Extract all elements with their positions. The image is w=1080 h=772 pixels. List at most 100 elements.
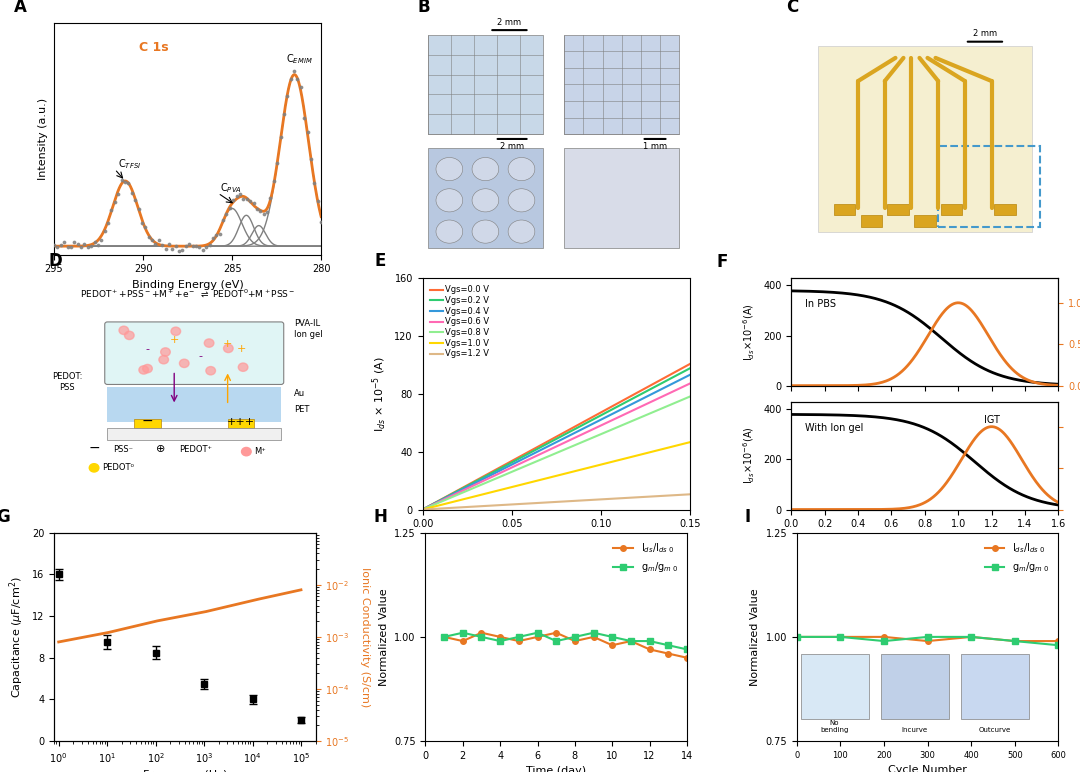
Point bbox=[150, 233, 167, 245]
Vgs=0.8 V bbox=[670, 398, 683, 407]
Vgs=1.2 V bbox=[427, 504, 440, 513]
X-axis label: V$_{ds}$ (V): V$_{ds}$ (V) bbox=[537, 535, 576, 548]
Y-axis label: I$_{ds}$×10$^{-6}$(A): I$_{ds}$×10$^{-6}$(A) bbox=[742, 427, 757, 485]
X-axis label: Cycle Number: Cycle Number bbox=[888, 765, 967, 772]
Point bbox=[96, 225, 113, 237]
Vgs=0.6 V bbox=[427, 499, 440, 509]
Text: PEDOT⁺: PEDOT⁺ bbox=[179, 445, 213, 454]
Bar bbox=[861, 215, 882, 227]
Circle shape bbox=[159, 356, 168, 364]
I$_{ds}$/I$_{ds\ 0}$ bbox=[606, 641, 619, 650]
Point bbox=[221, 202, 239, 215]
Point bbox=[238, 193, 255, 205]
Point bbox=[144, 235, 161, 247]
Point bbox=[225, 195, 242, 207]
Vgs=0.2 V bbox=[661, 376, 674, 385]
Text: +: + bbox=[170, 335, 179, 345]
g$_m$/g$_{m\ 0}$ bbox=[437, 632, 450, 642]
Point bbox=[201, 239, 218, 251]
Point bbox=[234, 192, 252, 205]
Point bbox=[255, 208, 272, 220]
I$_{ds}$/I$_{ds\ 0}$ bbox=[1052, 636, 1065, 645]
Line: Vgs=1.2 V: Vgs=1.2 V bbox=[422, 494, 690, 510]
Point bbox=[140, 230, 158, 242]
Vgs=0.8 V bbox=[487, 475, 500, 484]
Line: Vgs=0.6 V: Vgs=0.6 V bbox=[422, 384, 690, 510]
Bar bbox=[995, 204, 1015, 215]
Vgs=0.2 V bbox=[684, 364, 697, 373]
Line: Vgs=0.4 V: Vgs=0.4 V bbox=[422, 375, 690, 510]
Point bbox=[312, 215, 329, 228]
Vgs=0.8 V bbox=[465, 484, 478, 493]
Point bbox=[302, 153, 320, 165]
Point bbox=[194, 243, 212, 256]
Text: Au: Au bbox=[295, 389, 306, 398]
Vgs=1.0 V bbox=[416, 505, 429, 514]
Circle shape bbox=[224, 344, 233, 353]
I$_{ds}$/I$_{ds\ 0}$ bbox=[964, 632, 977, 642]
Text: 2 mm: 2 mm bbox=[498, 18, 522, 26]
Vgs=0.0 V bbox=[432, 496, 445, 506]
Text: PSS⁻: PSS⁻ bbox=[112, 445, 133, 454]
I$_{ds}$/I$_{ds\ 0}$ bbox=[680, 653, 693, 662]
g$_m$/g$_{m\ 0}$ bbox=[588, 628, 600, 638]
FancyBboxPatch shape bbox=[105, 322, 284, 384]
Point bbox=[180, 238, 198, 250]
Point bbox=[279, 90, 296, 103]
g$_m$/g$_{m\ 0}$ bbox=[1009, 636, 1022, 645]
g$_m$/g$_{m\ 0}$ bbox=[680, 645, 693, 654]
Point bbox=[242, 195, 259, 207]
Vgs=0.2 V bbox=[427, 499, 440, 509]
Text: +++: +++ bbox=[227, 417, 255, 427]
Point bbox=[269, 157, 286, 170]
Text: D: D bbox=[49, 252, 63, 270]
Line: I$_{ds}$/I$_{ds\ 0}$: I$_{ds}$/I$_{ds\ 0}$ bbox=[794, 634, 1062, 644]
Y-axis label: Normalized Value: Normalized Value bbox=[378, 588, 389, 686]
Line: Vgs=0.2 V: Vgs=0.2 V bbox=[422, 368, 690, 510]
Vgs=0.2 V bbox=[670, 371, 683, 380]
Circle shape bbox=[143, 364, 152, 373]
Vgs=0.8 V bbox=[416, 505, 429, 514]
Point bbox=[282, 73, 299, 86]
g$_m$/g$_{m\ 0}$ bbox=[457, 628, 470, 638]
I$_{ds}$/I$_{ds\ 0}$ bbox=[475, 628, 488, 638]
Circle shape bbox=[171, 327, 180, 336]
g$_m$/g$_{m\ 0}$ bbox=[964, 632, 977, 642]
Text: C 1s: C 1s bbox=[139, 41, 170, 54]
Legend: Vgs=0.0 V, Vgs=0.2 V, Vgs=0.4 V, Vgs=0.6 V, Vgs=0.8 V, Vgs=1.0 V, Vgs=1.2 V: Vgs=0.0 V, Vgs=0.2 V, Vgs=0.4 V, Vgs=0.6… bbox=[427, 282, 492, 362]
Vgs=1.0 V bbox=[661, 443, 674, 452]
Vgs=0.0 V bbox=[661, 372, 674, 381]
Vgs=0.0 V bbox=[670, 367, 683, 376]
Point bbox=[275, 108, 293, 120]
Circle shape bbox=[242, 448, 252, 455]
Point bbox=[171, 245, 188, 257]
Point bbox=[63, 241, 80, 253]
Bar bbox=[107, 387, 281, 422]
Y-axis label: Intensity (a.u.): Intensity (a.u.) bbox=[39, 98, 49, 180]
I$_{ds}$/I$_{ds\ 0}$ bbox=[494, 632, 507, 642]
Point bbox=[167, 239, 185, 252]
Circle shape bbox=[204, 339, 214, 347]
Line: g$_m$/g$_{m\ 0}$: g$_m$/g$_{m\ 0}$ bbox=[794, 634, 1062, 648]
g$_m$/g$_{m\ 0}$ bbox=[791, 632, 804, 642]
Point bbox=[198, 241, 215, 253]
g$_m$/g$_{m\ 0}$ bbox=[606, 632, 619, 642]
Vgs=0.6 V bbox=[684, 379, 697, 388]
Circle shape bbox=[161, 348, 171, 356]
Point bbox=[147, 238, 164, 250]
Point bbox=[66, 236, 83, 249]
Vgs=0.6 V bbox=[670, 385, 683, 394]
Vgs=1.2 V bbox=[432, 504, 445, 513]
Vgs=0.4 V bbox=[670, 377, 683, 386]
Point bbox=[126, 194, 144, 206]
Point bbox=[79, 241, 96, 253]
Text: ⊕: ⊕ bbox=[157, 444, 165, 454]
Text: M⁺: M⁺ bbox=[255, 447, 266, 456]
Vgs=1.0 V bbox=[670, 441, 683, 450]
Vgs=0.6 V bbox=[661, 390, 674, 399]
Circle shape bbox=[472, 220, 499, 243]
Vgs=0.4 V bbox=[661, 382, 674, 391]
Vgs=0.0 V bbox=[684, 360, 697, 369]
X-axis label: Binding Energy (eV): Binding Energy (eV) bbox=[132, 280, 243, 290]
g$_m$/g$_{m\ 0}$ bbox=[1052, 641, 1065, 650]
